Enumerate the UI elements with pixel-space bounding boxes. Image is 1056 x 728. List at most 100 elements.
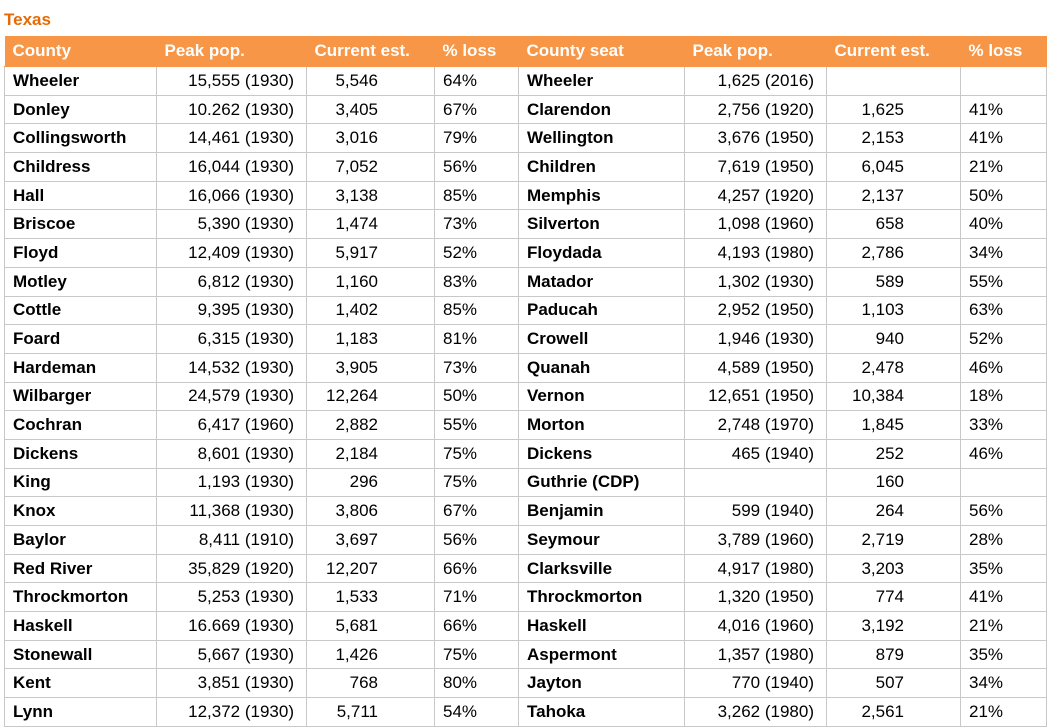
table-cell: 28% <box>960 525 1047 555</box>
table-cell: 24,579 (1930) <box>156 381 307 412</box>
table-cell: Quanah <box>518 352 685 383</box>
table-cell: 21% <box>960 697 1047 727</box>
table-cell: 589 <box>826 266 961 297</box>
table-row: Throckmorton 5,253 (1930) 1,533 71% Throckmo… <box>4 582 1047 613</box>
table-row: Knox 11,368 (1930) 3,806 67% Benjamin 599 (19… <box>4 496 1047 526</box>
table-cell: 1,160 <box>306 266 435 297</box>
table-cell: 1,103 <box>826 295 961 326</box>
table-cell: Aspermont <box>518 639 685 670</box>
table-cell: Floyd <box>4 238 157 268</box>
table-cell: 16.669 (1930) <box>156 611 307 641</box>
table-cell: 3,405 <box>306 94 435 125</box>
table-cell: Jayton <box>518 668 685 699</box>
table-cell: 3,203 <box>826 553 961 584</box>
table-cell: 46% <box>960 352 1047 383</box>
table-cell: 8,411 (1910) <box>156 525 307 555</box>
table-cell: 75% <box>434 639 519 670</box>
table-cell: 41% <box>960 123 1047 154</box>
table-row: Motley 6,812 (1930) 1,160 83% Matador 1,302 (… <box>4 266 1047 297</box>
table-cell: 73% <box>434 209 519 240</box>
table-cell: 3,697 <box>306 525 435 555</box>
table-cell: 34% <box>960 668 1047 699</box>
table-row: Hall 16,066 (1930) 3,138 85% Memphis 4,257 (1… <box>4 180 1047 211</box>
table-cell: 264 <box>826 496 961 526</box>
table-cell: 21% <box>960 152 1047 182</box>
table-cell: 2,882 <box>306 410 435 440</box>
table-cell <box>960 467 1047 498</box>
table-cell: Haskell <box>4 611 157 641</box>
table-cell: 3,262 (1980) <box>684 697 827 727</box>
table-cell: 2,153 <box>826 123 961 154</box>
table-cell: 33% <box>960 410 1047 440</box>
header-cell: County seat <box>518 36 685 67</box>
table-cell: 52% <box>434 238 519 268</box>
table-cell: 5,253 (1930) <box>156 582 307 613</box>
table-cell: Stonewall <box>4 639 157 670</box>
header-cell: Current est. <box>306 36 435 67</box>
table-cell: 16,044 (1930) <box>156 152 307 182</box>
table-cell: 2,952 (1950) <box>684 295 827 326</box>
table-cell: 16,066 (1930) <box>156 180 307 211</box>
table-cell: Seymour <box>518 525 685 555</box>
header-cell: Current est. <box>826 36 961 67</box>
table-cell: 879 <box>826 639 961 670</box>
table-cell: 63% <box>960 295 1047 326</box>
table-cell: 1,098 (1960) <box>684 209 827 240</box>
table-cell: Wellington <box>518 123 685 154</box>
table-cell: Wheeler <box>518 66 685 96</box>
table-cell: 73% <box>434 352 519 383</box>
table-cell: 6,045 <box>826 152 961 182</box>
table-cell: Floydada <box>518 238 685 268</box>
table-cell: 56% <box>434 152 519 182</box>
table-cell: 5,667 (1930) <box>156 639 307 670</box>
sheet-title: Texas <box>4 10 51 29</box>
table-cell: 12,651 (1950) <box>684 381 827 412</box>
table-cell: 3,138 <box>306 180 435 211</box>
table-cell: 15,555 (1930) <box>156 66 307 96</box>
table-cell <box>960 66 1047 96</box>
data-table: County Peak pop. Current est.% loss County … <box>4 36 1047 727</box>
table-cell: 35% <box>960 553 1047 584</box>
table-row: Hardeman 14,532 (1930) 3,905 73% Quanah 4,589… <box>4 352 1047 383</box>
table-cell: 52% <box>960 324 1047 354</box>
header-row: County Peak pop. Current est.% loss County … <box>4 36 1047 67</box>
table-cell: 3,016 <box>306 123 435 154</box>
table-cell: 40% <box>960 209 1047 240</box>
table-cell: 83% <box>434 266 519 297</box>
table-cell: 75% <box>434 438 519 469</box>
table-cell: Childress <box>4 152 157 182</box>
table-cell: 3,789 (1960) <box>684 525 827 555</box>
table-cell: 9,395 (1930) <box>156 295 307 326</box>
table-cell: Paducah <box>518 295 685 326</box>
table-cell: 55% <box>960 266 1047 297</box>
table-cell: Guthrie (CDP) <box>518 467 685 498</box>
table-cell: 2,748 (1970) <box>684 410 827 440</box>
table-cell: 14,532 (1930) <box>156 352 307 383</box>
table-cell: 4,257 (1920) <box>684 180 827 211</box>
table-row: Cochran 6,417 (1960) 2,882 55% Morton 2,748 (… <box>4 410 1047 440</box>
table-cell: 66% <box>434 611 519 641</box>
table-cell: 3,192 <box>826 611 961 641</box>
table-cell: 12,372 (1930) <box>156 697 307 727</box>
table-cell: 658 <box>826 209 961 240</box>
table-cell: 54% <box>434 697 519 727</box>
table-cell: 81% <box>434 324 519 354</box>
table-cell: 1,426 <box>306 639 435 670</box>
table-cell: Kent <box>4 668 157 699</box>
table-cell: 770 (1940) <box>684 668 827 699</box>
table-row: Cottle 9,395 (1930) 1,402 85% Paducah 2,952 (… <box>4 295 1047 326</box>
table-cell: Dickens <box>4 438 157 469</box>
table-cell: 21% <box>960 611 1047 641</box>
table-cell: 2,786 <box>826 238 961 268</box>
table-row: Foard 6,315 (1930) 1,183 81% Crowell 1,946 (1… <box>4 324 1047 354</box>
table-cell: Red River <box>4 553 157 584</box>
table-cell: 35,829 (1920) <box>156 553 307 584</box>
table-cell: 2,137 <box>826 180 961 211</box>
table-cell: 5,390 (1930) <box>156 209 307 240</box>
table-cell: 4,589 (1950) <box>684 352 827 383</box>
table-cell: Haskell <box>518 611 685 641</box>
table-cell: Children <box>518 152 685 182</box>
table-cell: 18% <box>960 381 1047 412</box>
table-cell: 55% <box>434 410 519 440</box>
table-cell: 3,905 <box>306 352 435 383</box>
